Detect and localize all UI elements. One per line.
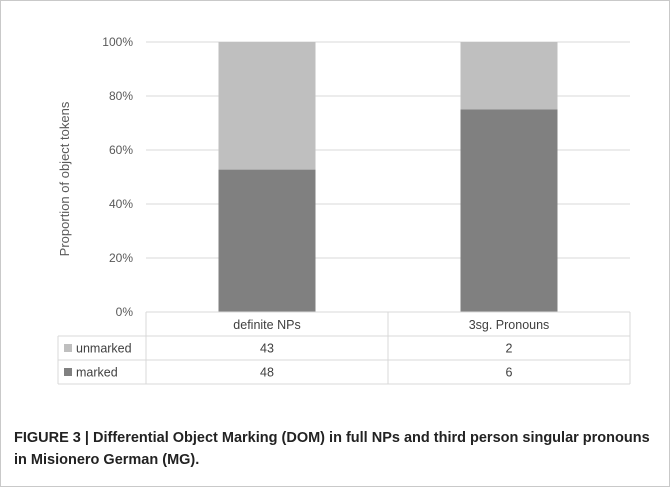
- data-label: 48: [260, 366, 274, 380]
- stacked-bar-chart: 0% 20% 40% 60% 80% 100% Proportion of object t…: [57, 35, 631, 385]
- y-tick-label: 40%: [109, 197, 133, 211]
- y-tick-label: 60%: [109, 143, 133, 157]
- data-label: 43: [260, 342, 274, 356]
- category-label: definite NPs: [233, 318, 300, 332]
- bar-marked: [460, 109, 558, 312]
- legend-label-unmarked: unmarked: [76, 342, 132, 356]
- bar-unmarked: [460, 42, 558, 110]
- y-tick-label: 80%: [109, 89, 133, 103]
- bar-unmarked: [218, 42, 316, 170]
- category-label: 3sg. Pronouns: [469, 318, 550, 332]
- bar-marked: [218, 169, 316, 312]
- y-tick-label: 20%: [109, 251, 133, 265]
- legend-label-marked: marked: [76, 366, 118, 380]
- legend-swatch-marked: [64, 368, 72, 376]
- legend-swatch-unmarked: [64, 344, 72, 352]
- y-axis-title: Proportion of object tokens: [57, 101, 72, 256]
- figure-caption: FIGURE 3 | Differential Object Marking (…: [14, 430, 650, 468]
- y-tick-label: 100%: [102, 35, 133, 49]
- y-tick-label: 0%: [116, 305, 134, 319]
- data-label: 2: [506, 342, 513, 356]
- data-label: 6: [506, 366, 513, 380]
